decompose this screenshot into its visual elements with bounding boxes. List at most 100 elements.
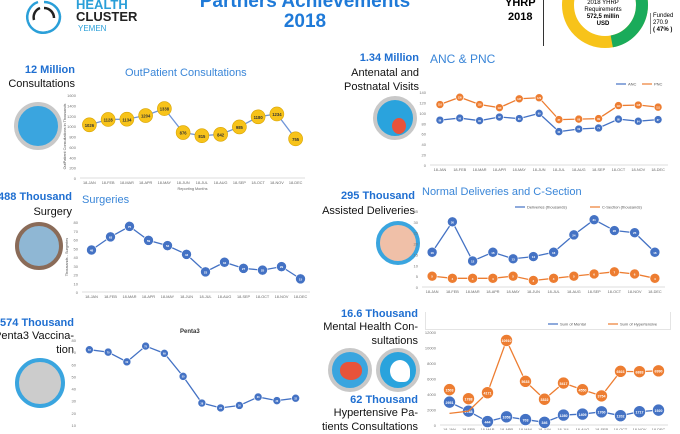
mental-label: Mental Health Con-sultations [323, 321, 418, 347]
deliv-data-point [487, 273, 499, 284]
anc-data-point [435, 100, 445, 109]
mental-data-label: 1700 [598, 411, 606, 415]
deliv-xtick: 18-JUN [527, 290, 540, 294]
mental-data-label: 1503 [446, 388, 454, 392]
mental-data-label: 346 [542, 421, 548, 425]
surg-ytick: 20 [74, 273, 79, 278]
surg-data-label: 75 [128, 225, 132, 229]
surg-xtick: 18-MAR [123, 295, 137, 299]
anc-xtick: 18-APR [493, 168, 507, 172]
mental-xtick: 18-JUL [557, 428, 569, 430]
opd-data-point [269, 106, 285, 122]
anc-xtick: 18-FEB [453, 168, 466, 172]
deliv-data-label: 25 [633, 231, 637, 235]
anc-data-label: 116 [438, 104, 443, 107]
surg-xtick: 18-JUN [180, 295, 193, 299]
penta-data-label: 62 [126, 361, 129, 364]
mental-xtick: 18-OCT [614, 428, 628, 430]
penta-data-point [103, 347, 113, 357]
surg-data-point [295, 273, 306, 285]
mental-data-label: 1280 [560, 414, 568, 418]
surg-data-label: 27 [242, 267, 246, 271]
penta3-total: 574 Thousand [0, 317, 74, 329]
deliv-data-point [447, 216, 458, 228]
surg-ytick: 40 [74, 255, 79, 260]
anc-legend-label: ANC [628, 82, 637, 87]
anc-data-label: 71 [597, 127, 600, 130]
opd-ytick: 200 [69, 166, 76, 171]
mental-data-label: 1920 [655, 409, 663, 413]
brain-head-icon [376, 348, 420, 392]
anc-xtick: 18-SEP [592, 168, 606, 172]
deliv-ytick: 30 [414, 220, 419, 225]
anc-data-point [614, 114, 623, 124]
surg-data-point [257, 264, 268, 276]
mental-xtick: 18-NOV [633, 428, 647, 430]
mental-data-point [500, 334, 513, 347]
penta-ytick: 80 [72, 338, 77, 343]
mental-data-label: 10910 [502, 339, 512, 343]
mental-data-point [614, 409, 627, 422]
baby-delivery-icon [376, 221, 420, 265]
donut-center-text: 2018 YHRP Requirements 572,5 millin USD [584, 0, 622, 27]
mental-xtick: 18-JUN [538, 428, 551, 430]
opd-xtick: 18-DEC [289, 181, 303, 185]
surgery-total: 488 Thousand [0, 191, 72, 203]
anc-data-label: 116 [478, 104, 483, 107]
anc-data-label: 87 [657, 119, 660, 122]
deliv-xtick: 18-OCT [608, 290, 622, 294]
mental-xtick: 18-DEC [652, 428, 666, 430]
anc-xtick: 18-JUL [553, 168, 565, 172]
mental-xtick: 18-SEP [595, 428, 609, 430]
deliv-data-label: 16 [653, 251, 657, 255]
opd-xtick: 18-JUN [177, 181, 190, 185]
deliv-data-point [649, 246, 661, 258]
surg-data-point [162, 240, 173, 251]
opd-ytick: 1000 [67, 124, 77, 129]
deliv-data-label: 24 [572, 233, 576, 237]
mental-ytick: 0 [434, 423, 437, 428]
surg-data-label: 43 [185, 253, 189, 257]
opd-data-point [213, 127, 228, 142]
anc-data-label: 99 [538, 113, 541, 116]
opd-data-label: 985 [236, 125, 244, 130]
anc-ytick: 80 [422, 121, 427, 126]
anc-xtick: 18-AUG [572, 168, 586, 172]
anc-data-point [534, 109, 544, 118]
anc-data-label: 110 [497, 107, 502, 110]
deliv-xtick: 18-JAN [426, 290, 439, 294]
surg-ylabel: Thousands - Surgeries [65, 238, 69, 277]
deliv-data-label: 26 [613, 229, 617, 233]
anc-data-point [534, 93, 544, 103]
mental-data-label: 1788 [465, 397, 473, 401]
surg-data-label: 48 [90, 249, 94, 253]
heart-icon [328, 348, 372, 392]
opd-ytick: 0 [74, 176, 77, 181]
anc-data-point [495, 103, 504, 112]
mental-total: 16.6 Thousand [340, 308, 418, 320]
surg-series-line [91, 225, 301, 280]
deliv-ytick: 35 [414, 209, 419, 214]
deliv-data-label: 13 [511, 257, 515, 261]
anc-data-label: 89 [518, 118, 521, 121]
anc-xtick: 18-MAR [473, 168, 487, 172]
yhrp-label: YHRP 2018 [505, 0, 536, 23]
anc-data-label: 88 [577, 118, 580, 121]
vaccination-icon [15, 358, 65, 408]
deliv-xtick: 18-AUG [567, 290, 581, 294]
opd-data-label: 1338 [160, 107, 170, 112]
anc-xtick: 18-JUN [533, 168, 546, 172]
surg-data-label: 29 [280, 265, 284, 269]
hypertensive-total: 62 Thousand [350, 394, 418, 406]
deliv-data-label: 16 [552, 251, 556, 255]
mental-data-point [481, 415, 494, 428]
opd-data-label: 755 [292, 137, 300, 142]
penta-data-point [235, 401, 244, 410]
anc-legend-label: PNC [654, 82, 663, 87]
anc-data-point [455, 113, 465, 123]
penta-data-label: 32 [294, 397, 297, 400]
opd-data-label: 842 [217, 132, 225, 137]
surg-data-point [219, 256, 230, 268]
anc-data-label: 111 [656, 106, 660, 109]
anc-ytick: 20 [422, 153, 427, 158]
